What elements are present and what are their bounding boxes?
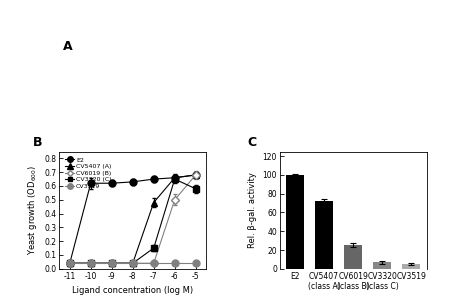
- Bar: [315, 201, 333, 269]
- Bar: [402, 264, 420, 269]
- Text: A: A: [63, 40, 73, 53]
- Bar: [374, 262, 391, 269]
- Bar: [286, 175, 304, 269]
- Bar: [345, 245, 362, 269]
- Text: B: B: [33, 136, 42, 149]
- X-axis label: Ligand concentration (log M): Ligand concentration (log M): [72, 286, 193, 295]
- Y-axis label: Rel. β-gal. activity: Rel. β-gal. activity: [248, 172, 257, 248]
- Y-axis label: Yeast growth (OD$_{600}$): Yeast growth (OD$_{600}$): [26, 165, 39, 255]
- Text: C: C: [247, 136, 256, 149]
- Legend: E2, CV5407 (A), CV6019 (B), CV3320 (C), CV3519: E2, CV5407 (A), CV6019 (B), CV3320 (C), …: [63, 155, 114, 191]
